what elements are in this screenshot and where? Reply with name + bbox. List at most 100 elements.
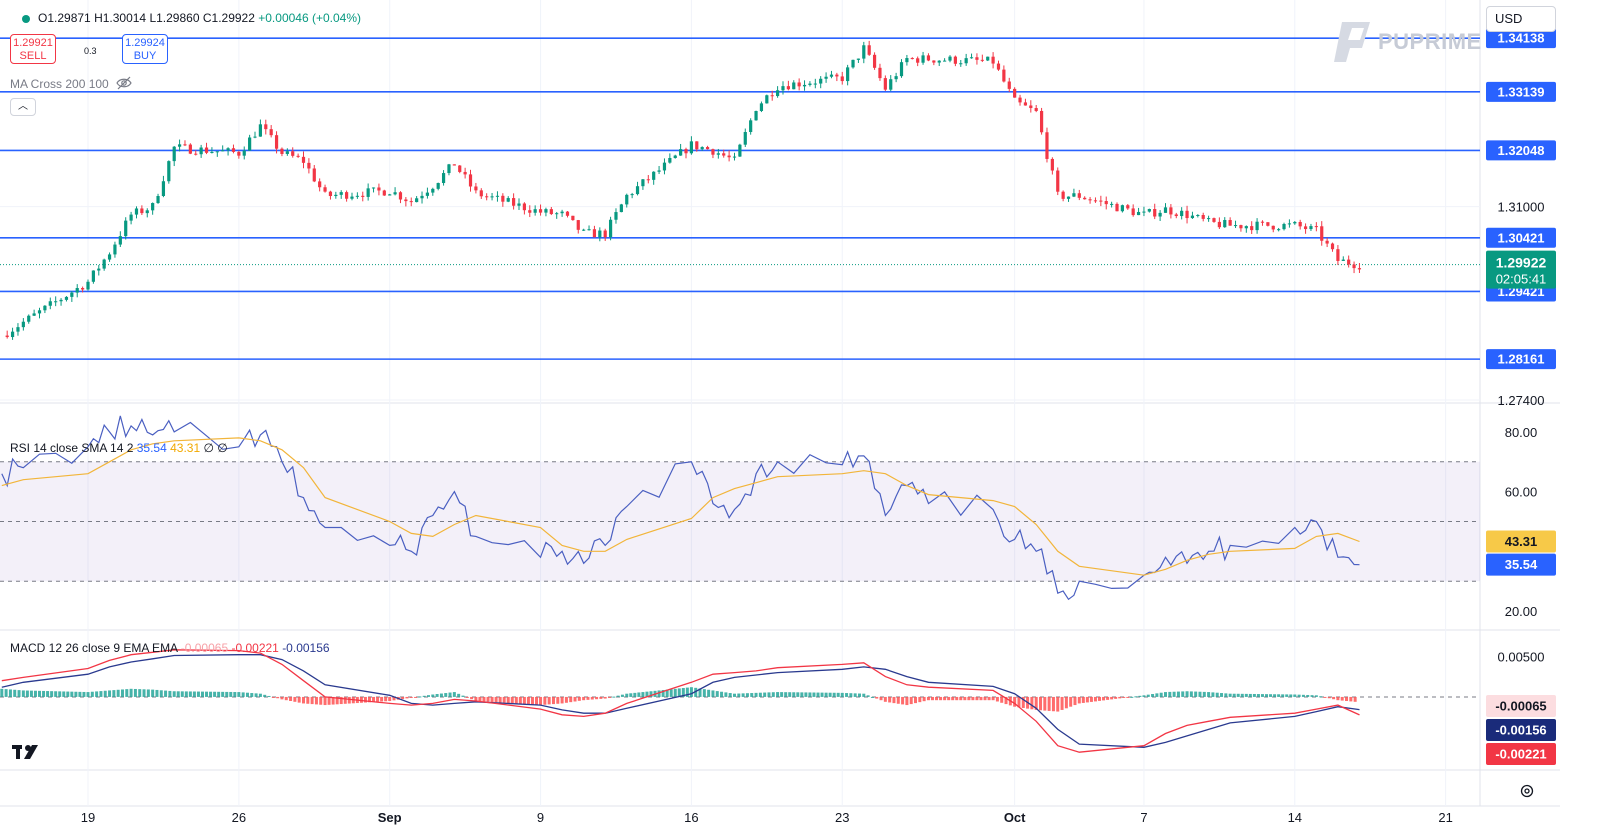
macd-line[interactable] bbox=[1, 649, 1360, 753]
macd-histogram-bar bbox=[180, 691, 184, 697]
macd-histogram-bar bbox=[414, 696, 418, 698]
macd-legend[interactable]: MACD 12 26 close 9 EMA EMA -0.00065 -0.0… bbox=[10, 641, 330, 655]
buy-button[interactable]: 1.29924 BUY bbox=[122, 34, 168, 64]
macd-histogram-bar bbox=[612, 696, 616, 698]
candle-body bbox=[431, 188, 435, 193]
tradingview-logo-icon[interactable] bbox=[12, 742, 44, 762]
macd-histogram-bar bbox=[1345, 696, 1349, 701]
candle-body bbox=[377, 187, 381, 191]
macd-histogram-bar bbox=[892, 696, 896, 704]
collapse-legend-button[interactable]: ︿ bbox=[10, 98, 36, 116]
macd-histogram-bar bbox=[502, 696, 506, 703]
candle-body bbox=[32, 313, 36, 316]
macd-histogram-bar bbox=[8, 689, 12, 697]
rsi-sma-line[interactable] bbox=[1, 437, 1360, 576]
macd-histogram-bar bbox=[297, 696, 301, 703]
spread-value: 0.3 bbox=[84, 46, 97, 56]
rsi-value-badge: 35.54 bbox=[1505, 557, 1538, 572]
macd-histogram-bar bbox=[168, 690, 172, 697]
candle-body bbox=[1185, 210, 1189, 219]
candle-body bbox=[107, 254, 112, 260]
macd-histogram-bar bbox=[665, 689, 669, 697]
macd-histogram-bar bbox=[310, 696, 314, 705]
macd-histogram-bar bbox=[963, 696, 967, 701]
candle-body bbox=[43, 305, 47, 311]
macd-histogram-bar bbox=[213, 691, 217, 697]
macd-histogram-bar bbox=[808, 692, 812, 697]
macd-histogram-bar bbox=[363, 696, 367, 703]
eye-off-icon[interactable] bbox=[116, 76, 132, 90]
macd-histogram-bar bbox=[620, 694, 624, 697]
macd-histogram-bar bbox=[820, 692, 824, 697]
macd-histogram-bar bbox=[784, 692, 788, 697]
macd-histogram-bar bbox=[133, 688, 137, 697]
macd-histogram-bar bbox=[50, 691, 54, 697]
candle-body bbox=[204, 147, 209, 153]
candle-body bbox=[291, 151, 295, 156]
macd-histogram-bar bbox=[1327, 696, 1331, 699]
macd-histogram-bar bbox=[677, 688, 681, 697]
macd-histogram-bar bbox=[347, 696, 351, 704]
candle-body bbox=[420, 195, 424, 199]
macd-histogram-bar bbox=[849, 693, 853, 697]
macd-histogram-bar bbox=[685, 687, 689, 697]
candle-body bbox=[1347, 259, 1351, 265]
macd-histogram-bar bbox=[359, 696, 363, 703]
macd-histogram-bar bbox=[526, 696, 530, 705]
candle-body bbox=[452, 164, 456, 166]
macd-histogram-bar bbox=[1248, 693, 1252, 697]
rsi-legend[interactable]: RSI 14 close SMA 14 2 35.54 43.31 ∅ ∅ bbox=[10, 441, 228, 455]
macd-histogram-bar bbox=[1310, 695, 1314, 697]
macd-histogram-bar bbox=[967, 696, 971, 701]
macd-histogram-bar bbox=[258, 693, 262, 697]
candle-body bbox=[856, 58, 861, 60]
sell-button[interactable]: 1.29921 SELL bbox=[10, 34, 56, 64]
macd-histogram-bar bbox=[1172, 691, 1176, 697]
macd-histogram-bar bbox=[1293, 694, 1297, 697]
macd-histogram-bar bbox=[1349, 696, 1353, 702]
candle-body bbox=[1201, 215, 1205, 219]
candle-body bbox=[732, 156, 737, 158]
macd-histogram-bar bbox=[335, 696, 339, 705]
macd-histogram-bar bbox=[284, 696, 288, 701]
currency-selector[interactable]: USD bbox=[1486, 6, 1556, 32]
macd-histogram-bar bbox=[763, 692, 767, 697]
macd-value-badge: -0.00221 bbox=[1495, 747, 1546, 762]
puprime-logo-icon bbox=[1334, 22, 1370, 62]
macd-histogram-bar bbox=[172, 691, 176, 697]
candle-body bbox=[700, 147, 704, 150]
macd-histogram-bar bbox=[987, 696, 991, 701]
macd-histogram-bar bbox=[306, 696, 310, 704]
macd-histogram-bar bbox=[225, 691, 229, 697]
macd-signal-line[interactable] bbox=[1, 654, 1360, 748]
candle-body bbox=[274, 135, 279, 149]
level-label: 1.34138 bbox=[1498, 31, 1545, 46]
candle-body bbox=[404, 199, 408, 202]
ma-cross-label[interactable]: MA Cross 200 100 bbox=[10, 77, 109, 91]
candle-body bbox=[1282, 223, 1286, 230]
candle-body bbox=[517, 203, 521, 206]
macd-histogram-bar bbox=[543, 696, 547, 705]
candle-body bbox=[1293, 221, 1297, 224]
rsi-tick-label: 80.00 bbox=[1505, 425, 1538, 440]
macd-histogram-bar bbox=[188, 691, 192, 697]
candle-body bbox=[646, 179, 650, 181]
macd-hist-badge: -0.00065 bbox=[1495, 699, 1546, 714]
ohlc-readout: O1.29871 H1.30014 L1.29860 C1.29922 +0.0… bbox=[22, 11, 361, 25]
candle-body bbox=[134, 208, 139, 215]
macd-histogram-bar bbox=[1142, 695, 1146, 697]
candle-body bbox=[625, 194, 629, 205]
macd-histogram-bar bbox=[1138, 695, 1142, 697]
candle-body bbox=[37, 310, 42, 314]
gear-icon[interactable] bbox=[1519, 783, 1535, 799]
macd-histogram-bar bbox=[1252, 693, 1256, 697]
macd-histogram-bar bbox=[142, 689, 146, 697]
macd-histogram-bar bbox=[426, 695, 430, 697]
macd-histogram-bar bbox=[792, 692, 796, 697]
candle-body bbox=[1034, 108, 1038, 111]
candle-body bbox=[145, 210, 149, 214]
macd-histogram-bar bbox=[1306, 694, 1310, 697]
macd-histogram-bar bbox=[939, 696, 943, 701]
candle-body bbox=[425, 192, 430, 196]
